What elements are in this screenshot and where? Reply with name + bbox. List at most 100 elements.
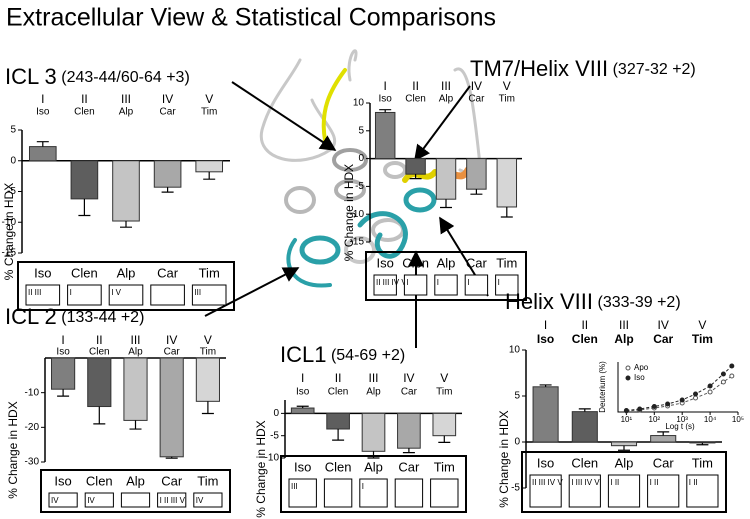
table-cell (25, 284, 61, 306)
comparison-table (365, 251, 527, 301)
group-numeral: I (301, 371, 304, 385)
table-cell (108, 284, 144, 306)
group-numeral: V (204, 333, 212, 347)
bar (51, 357, 76, 390)
category-label: Clen (572, 332, 598, 346)
error-bar (296, 405, 309, 409)
group-numeral: II (96, 333, 103, 347)
group-numeral: III (619, 318, 629, 332)
table-category: Clen (325, 459, 352, 474)
bar (397, 412, 421, 449)
error-bar (379, 109, 392, 113)
error-bar (120, 221, 132, 228)
panel-subtitle: (333-39 +2) (597, 294, 680, 311)
category-label: Alp (614, 332, 633, 346)
group-numeral: III (130, 333, 140, 347)
y-tick-label: -10 (2, 217, 17, 228)
table-comparison: III (194, 288, 201, 297)
table-cell (495, 274, 519, 296)
table-comparison: II III IV V (376, 278, 407, 287)
legend-label: Iso (634, 373, 645, 382)
category-label: Iso (379, 94, 393, 105)
error-bar (93, 406, 106, 425)
table-category: Iso (54, 473, 71, 488)
series-point (679, 397, 685, 403)
y-tick-label: -30 (25, 457, 40, 468)
bar (571, 411, 598, 443)
category-label: Tim (692, 332, 713, 346)
category-label: Clen (74, 107, 95, 118)
group-numeral: V (440, 371, 448, 385)
error-bar (332, 429, 345, 441)
bar (374, 111, 396, 160)
x-tick-label: 10⁴ (704, 415, 717, 424)
group-numeral: IV (403, 371, 414, 385)
category-label: Car (401, 387, 418, 398)
table-category: Iso (377, 255, 394, 270)
bar (405, 158, 426, 175)
table-category: Clen (86, 473, 113, 488)
y-tick-label: 10 (509, 345, 521, 356)
table-comparison: IV (196, 496, 204, 505)
category-label: Iso (36, 107, 50, 118)
category-label: Alp (439, 94, 454, 105)
bar (195, 160, 224, 173)
table-comparison: I III IV V (571, 478, 600, 487)
error-bar (696, 442, 709, 446)
series-point (720, 379, 726, 385)
group-numeral: IV (166, 333, 177, 347)
y-axis-label: % Change in HDX (2, 183, 16, 280)
bar (361, 412, 386, 452)
group-numeral: IV (162, 92, 173, 106)
y-tick-label: -20 (25, 422, 40, 433)
bar (466, 158, 487, 190)
legend-marker (625, 365, 631, 371)
table-comparison: III (291, 482, 298, 491)
x-tick-label: 10¹ (621, 415, 633, 424)
table-cell (607, 474, 641, 508)
y-tick-label: -5 (511, 483, 520, 494)
table-cell (157, 492, 187, 508)
y-tick-label: 5 (10, 125, 16, 136)
category-label: Alp (119, 107, 134, 118)
bar-panel: TM7/Helix VIII (327-32 +2) % Change in HD… (342, 56, 696, 301)
table-cell (686, 474, 719, 508)
panel-title-main: ICL1 (280, 342, 326, 367)
y-tick-label: -10 (25, 387, 40, 398)
y-tick-label: -5 (270, 430, 279, 441)
bar (432, 412, 457, 437)
panel-subtitle: (243-44/60-64 +3) (61, 69, 190, 86)
category-label: Car (653, 332, 673, 346)
table-category: Clen (571, 455, 598, 470)
table-category: Iso (537, 455, 554, 470)
error-bar (500, 206, 513, 218)
table-category: Iso (294, 459, 311, 474)
table-comparison: I (437, 278, 439, 287)
table-comparison: I (467, 278, 469, 287)
comparison-table (17, 261, 235, 311)
series-point (729, 373, 735, 379)
table-category: Car (466, 255, 488, 270)
category-label: Tim (201, 107, 217, 118)
error-bar (539, 384, 552, 387)
group-numeral: I (41, 92, 44, 106)
category-label: Clen (89, 347, 110, 358)
series-point (707, 383, 713, 389)
category-label: Car (160, 107, 177, 118)
group-numeral: II (81, 92, 88, 106)
table-category: Car (398, 459, 420, 474)
panel-title: TM7/Helix VIII (327-32 +2) (470, 56, 696, 81)
y-tick-label: 0 (514, 437, 520, 448)
x-axis-label: Log t (s) (665, 422, 695, 431)
y-tick-label: -15 (2, 248, 17, 259)
table-category: Car (157, 265, 179, 280)
series-point (623, 408, 629, 413)
group-numeral: II (412, 79, 419, 93)
table-category: Iso (34, 265, 51, 280)
error-bar (36, 141, 49, 147)
x-tick-label: 10² (649, 415, 661, 424)
bar (112, 160, 140, 222)
panel-title: Helix VIII (333-39 +2) (505, 289, 681, 314)
error-bar (438, 435, 451, 443)
